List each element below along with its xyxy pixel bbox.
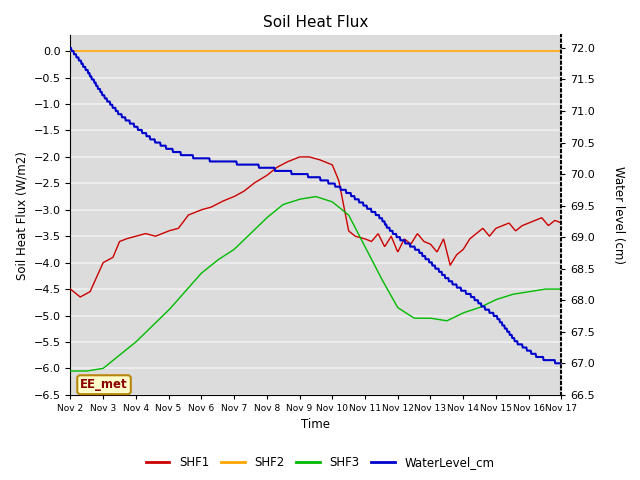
- Y-axis label: Soil Heat Flux (W/m2): Soil Heat Flux (W/m2): [15, 151, 28, 279]
- X-axis label: Time: Time: [301, 419, 330, 432]
- Title: Soil Heat Flux: Soil Heat Flux: [263, 15, 369, 30]
- Text: EE_met: EE_met: [80, 378, 128, 391]
- Legend: SHF1, SHF2, SHF3, WaterLevel_cm: SHF1, SHF2, SHF3, WaterLevel_cm: [141, 452, 499, 474]
- Y-axis label: Water level (cm): Water level (cm): [612, 166, 625, 264]
